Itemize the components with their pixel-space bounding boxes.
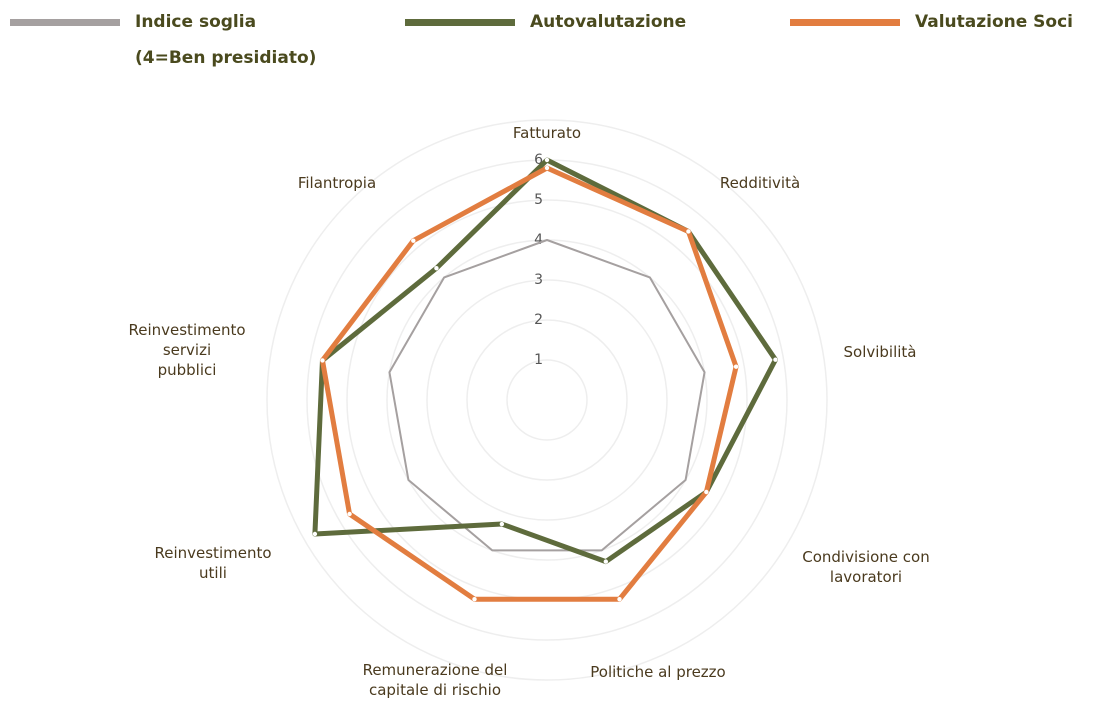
r-tick-label: 1 xyxy=(534,352,543,368)
vertex xyxy=(617,597,622,602)
category-label: Filantropia xyxy=(297,174,377,192)
vertex xyxy=(499,521,505,527)
grid-ring xyxy=(506,359,588,441)
vertex xyxy=(704,489,709,495)
series-line xyxy=(388,239,706,552)
category-label: Reinvestimento servizi pubblici xyxy=(128,321,246,379)
vertex xyxy=(434,266,439,271)
r-tick-label: 5 xyxy=(534,192,543,208)
legend-swatch xyxy=(790,19,900,26)
vertex xyxy=(411,238,416,243)
category-label: Solvibilità xyxy=(843,343,917,361)
series-line xyxy=(312,157,778,565)
category-label: Fatturato xyxy=(512,124,582,142)
r-tick-label: 3 xyxy=(534,272,543,288)
legend-label: Autovalutazione xyxy=(530,12,687,32)
category-label: Politiche al prezzo xyxy=(590,663,726,681)
category-label: Redditività xyxy=(719,174,801,192)
legend-label: Valutazione Soci xyxy=(915,12,1074,32)
vertex xyxy=(686,229,691,234)
vertex xyxy=(773,357,778,362)
vertex xyxy=(544,165,550,171)
grid-ring xyxy=(306,159,788,641)
outer-ring xyxy=(266,119,828,681)
vertex xyxy=(320,358,325,363)
grid-ring xyxy=(466,319,628,481)
vertex xyxy=(603,559,609,564)
r-tick-label: 2 xyxy=(534,312,543,328)
r-tick-label: 4 xyxy=(534,232,543,248)
vertex xyxy=(312,531,318,537)
vertex xyxy=(472,597,477,602)
vertex xyxy=(544,157,550,163)
category-label: Remunerazione del capitale di rischio xyxy=(362,661,508,699)
vertex xyxy=(347,511,352,517)
grid-ring xyxy=(386,239,708,561)
legend-swatch xyxy=(10,19,120,26)
category-label: Reinvestimento utili xyxy=(154,544,272,582)
legend-swatch xyxy=(405,19,515,26)
series-line xyxy=(319,165,739,602)
legend-label: Indice soglia (4=Ben presidiato) xyxy=(135,12,317,68)
category-label: Condivisione con lavoratori xyxy=(802,548,930,586)
vertex xyxy=(733,364,739,369)
r-tick-label: 6 xyxy=(534,152,543,168)
grid-ring xyxy=(426,279,668,521)
